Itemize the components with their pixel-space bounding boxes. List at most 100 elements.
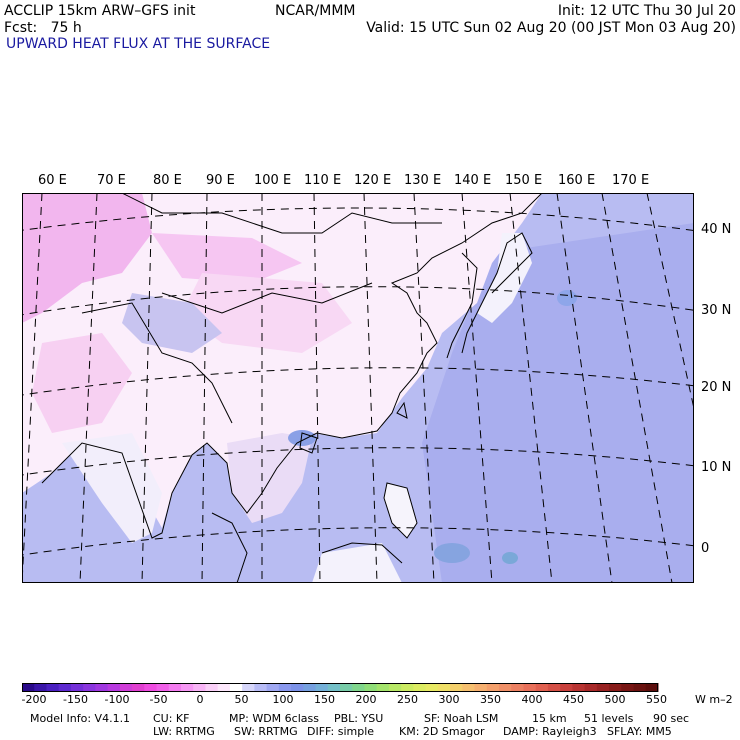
colorbar-swatch: [119, 683, 133, 692]
colorbar-tick-label: 50: [234, 693, 249, 706]
asia-land: [22, 193, 542, 528]
colorbar-tick-label: -200: [21, 693, 47, 706]
plateau-field: [122, 293, 222, 353]
map-frame: [22, 193, 694, 583]
flux-patch: [557, 290, 577, 306]
sw-scheme: SW: RRTMG: [234, 725, 298, 738]
colorbar-swatch: [95, 683, 109, 692]
cu-scheme: CU: KF: [153, 712, 190, 725]
flux-patch: [434, 543, 470, 563]
colorbar-swatch: [547, 683, 561, 692]
lon-label: 60 E: [38, 173, 67, 188]
colorbar-swatch: [572, 683, 586, 692]
desert-pink: [32, 333, 132, 433]
colorbar-units: W m–2: [695, 693, 733, 706]
sflay-scheme: SFLAY: MM5: [607, 725, 672, 738]
damp-scheme: DAMP: Rayleigh3: [503, 725, 597, 738]
resolution: 15 km: [532, 712, 567, 725]
colorbar-swatch: [229, 683, 243, 692]
colorbar-swatch: [70, 683, 84, 692]
colorbar-swatch: [327, 683, 341, 692]
colorbar-tick-label: 300: [438, 693, 460, 706]
colorbar-swatch: [499, 683, 512, 692]
colorbar-swatch: [34, 683, 47, 692]
colorbar-swatch: [413, 683, 427, 692]
colorbar-tick-label: 450: [563, 693, 584, 706]
colorbar-tick-label: 200: [355, 693, 377, 706]
lat-label: 0: [701, 541, 710, 556]
org-label: NCAR/MMM: [275, 3, 356, 19]
colorbar-swatch: [486, 683, 500, 692]
lat-label: 40 N: [701, 222, 732, 237]
colorbar-tick-label: 500: [604, 693, 626, 706]
lon-label: 150 E: [505, 173, 543, 188]
lon-label: 90 E: [206, 173, 235, 188]
flux-patch: [502, 552, 518, 564]
colorbar-swatch: [388, 683, 402, 692]
valid-time: Valid: 15 UTC Sun 02 Aug 20 (00 JST Mon …: [366, 20, 736, 36]
colorbar-swatch: [193, 683, 206, 692]
maritime-land: [312, 543, 402, 583]
colorbar-tick-label: -150: [63, 693, 88, 706]
lon-label: 170 E: [612, 173, 650, 188]
colorbar-swatch: [144, 683, 158, 692]
lon-label: 70 E: [97, 173, 126, 188]
colorbar-swatch: [633, 683, 647, 692]
colorbar-swatch: [523, 683, 537, 692]
indochina-land: [227, 433, 312, 523]
colorbar-swatch: [474, 683, 488, 692]
colorbar-swatch: [596, 683, 610, 692]
colorbar-swatch: [450, 683, 463, 692]
colorbar: [22, 683, 659, 692]
graticule: [22, 193, 694, 583]
colorbar-tick-label: 400: [521, 693, 543, 706]
colorbar-swatch: [462, 683, 476, 692]
lat-label: 30 N: [701, 303, 732, 318]
japan-land: [477, 233, 532, 323]
forecast-hour: Fcst: 75 h: [4, 20, 82, 36]
lat-label: 10 N: [701, 460, 732, 475]
colorbar-swatch: [364, 683, 378, 692]
lon-label: 160 E: [558, 173, 596, 188]
colorbar-swatch: [340, 683, 353, 692]
colorbar-swatch: [217, 683, 231, 692]
colorbar-swatch: [376, 683, 390, 692]
colorbar-swatch: [609, 683, 622, 692]
colorbar-swatch: [242, 683, 255, 692]
colorbar-tick-label: 550: [646, 693, 667, 706]
lon-label: 120 E: [354, 173, 392, 188]
colorbar-swatch: [303, 683, 317, 692]
lon-label: 140 E: [454, 173, 492, 188]
colorbar-swatch: [560, 683, 573, 692]
colorbar-swatch: [46, 683, 60, 692]
colorbar-swatch: [535, 683, 549, 692]
levels: 51 levels: [584, 712, 634, 725]
colorbar-swatch: [83, 683, 96, 692]
colorbar-swatch: [156, 683, 170, 692]
colorbar-tick-label: -100: [104, 693, 130, 706]
colorbar-tick-label: 250: [397, 693, 418, 706]
colorbar-swatch: [205, 683, 219, 692]
colorbar-tick-label: 100: [272, 693, 294, 706]
philippines-land: [384, 483, 417, 538]
sf-scheme: SF: Noah LSM: [424, 712, 499, 725]
colorbar-swatch: [254, 683, 268, 692]
colorbar-swatch: [168, 683, 182, 692]
lat-label: 20 N: [701, 380, 732, 395]
colorbar-swatch: [584, 683, 598, 692]
init-time: Init: 12 UTC Thu 30 Jul 20: [557, 3, 736, 19]
colorbar-swatch: [58, 683, 72, 692]
lw-scheme: LW: RRTMG: [153, 725, 215, 738]
flux-patch: [288, 430, 316, 446]
colorbar-tick-label: 350: [480, 693, 501, 706]
india-land: [62, 433, 162, 543]
colorbar-swatch: [352, 683, 365, 692]
colorbar-swatch: [511, 683, 524, 692]
colorbar-swatch: [291, 683, 304, 692]
colorbar-swatch: [315, 683, 329, 692]
colorbar-swatch: [266, 683, 280, 692]
colorbar-tick-label: 0: [196, 693, 204, 706]
desert-pink: [22, 193, 152, 323]
colorbar-swatch: [621, 683, 635, 692]
colorbar-tick-label: 150: [314, 693, 335, 706]
